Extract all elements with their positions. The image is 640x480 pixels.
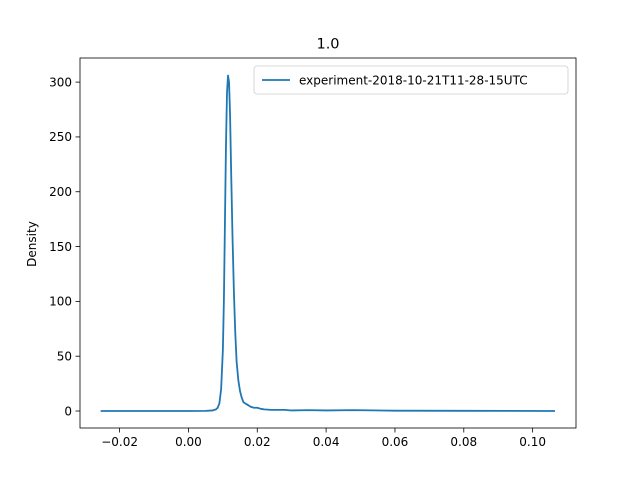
x-tick-label: 0.04 (313, 435, 340, 449)
plot-area (100, 74, 556, 412)
x-tick-label: 0.06 (382, 435, 409, 449)
axes-frame (79, 57, 577, 429)
legend-box (253, 65, 569, 95)
x-tick-label: 0.10 (519, 435, 546, 449)
x-tick-label: 0.08 (450, 435, 477, 449)
y-axis-label: Density (25, 221, 39, 267)
x-tick-label: 0.02 (244, 435, 271, 449)
y-tick-label: 250 (49, 130, 72, 144)
axes: −0.02 0.00 0.02 0.04 0.06 0.08 0.10 0 50 100 150 20… (49, 57, 577, 449)
y-tick-label: 0 (64, 404, 72, 418)
y-tick-label: 100 (49, 295, 72, 309)
legend: experiment-2018-10-21T11-28-15UTC (253, 65, 569, 95)
x-tick-label: 0.00 (175, 435, 202, 449)
y-tick-label: 200 (49, 185, 72, 199)
legend-label: experiment-2018-10-21T11-28-15UTC (299, 73, 528, 87)
series-line-0 (100, 74, 556, 412)
chart-title: 1.0 (316, 37, 339, 53)
y-tick-label: 150 (49, 240, 72, 254)
y-tick-label: 50 (57, 349, 72, 363)
y-tick-label: 300 (49, 75, 72, 89)
x-tick-label: −0.02 (101, 435, 138, 449)
